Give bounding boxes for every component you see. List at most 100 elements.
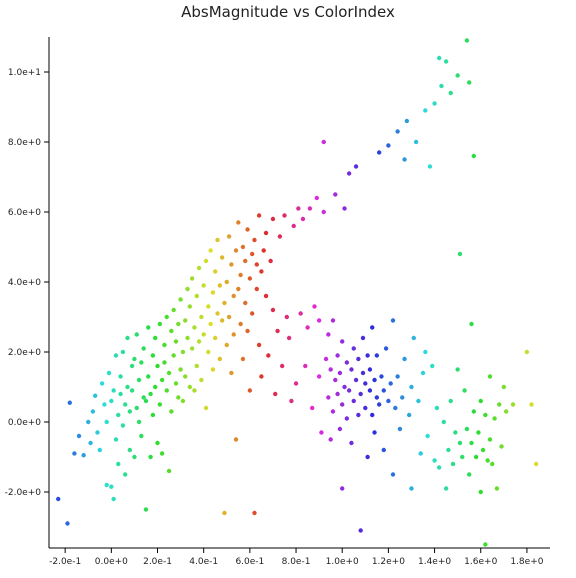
data-point xyxy=(464,38,470,43)
data-point xyxy=(219,318,225,323)
data-point xyxy=(192,325,197,330)
data-point xyxy=(166,468,172,474)
x-tick-label: 0.0e+0 xyxy=(95,557,128,567)
data-point xyxy=(217,283,223,288)
data-point xyxy=(254,262,259,267)
data-point xyxy=(471,409,477,414)
data-point xyxy=(466,80,472,85)
data-point xyxy=(286,335,292,341)
data-point xyxy=(383,346,389,351)
data-point xyxy=(446,447,451,453)
data-point xyxy=(208,248,213,253)
data-point xyxy=(249,311,255,316)
data-point xyxy=(99,381,105,386)
data-point xyxy=(268,258,273,264)
data-point xyxy=(340,402,345,407)
data-point xyxy=(162,360,167,365)
data-point xyxy=(173,381,179,386)
data-point xyxy=(203,258,209,264)
data-point xyxy=(337,370,343,376)
data-point xyxy=(67,400,72,405)
data-point xyxy=(243,300,248,306)
data-point xyxy=(492,416,497,421)
data-point xyxy=(92,393,98,398)
data-point xyxy=(423,108,428,113)
data-point xyxy=(226,234,232,239)
data-point xyxy=(471,153,477,159)
data-point xyxy=(243,258,248,264)
data-point xyxy=(104,419,109,425)
data-point xyxy=(176,321,181,327)
data-point xyxy=(448,398,453,404)
data-point xyxy=(388,381,393,386)
x-tick-label: -2.0e-1 xyxy=(49,557,81,567)
data-point xyxy=(319,430,324,435)
data-point xyxy=(136,419,142,425)
data-point xyxy=(490,461,495,467)
data-point xyxy=(473,454,479,460)
data-point xyxy=(335,353,340,358)
data-point xyxy=(303,363,308,369)
data-point xyxy=(533,461,539,467)
data-points xyxy=(56,38,539,547)
data-point xyxy=(127,409,133,414)
data-point xyxy=(263,293,269,299)
data-point xyxy=(363,381,368,386)
data-point xyxy=(393,405,398,411)
data-point xyxy=(443,59,449,64)
data-point xyxy=(196,339,202,344)
data-point xyxy=(363,405,368,411)
data-point xyxy=(162,342,167,348)
data-point xyxy=(159,377,165,383)
data-point xyxy=(164,388,169,393)
data-point xyxy=(252,237,257,243)
data-point xyxy=(245,328,250,334)
data-point xyxy=(312,304,317,309)
data-point xyxy=(480,447,486,453)
data-point xyxy=(478,398,483,404)
data-point xyxy=(157,402,163,407)
data-point xyxy=(231,332,236,337)
data-point xyxy=(173,339,179,344)
data-point xyxy=(236,220,241,225)
data-point xyxy=(113,437,119,442)
data-point xyxy=(187,384,193,390)
data-point xyxy=(501,384,507,390)
y-tick-label: 2.0e+0 xyxy=(8,348,41,358)
data-point xyxy=(330,318,336,323)
data-point xyxy=(240,356,246,362)
data-point xyxy=(150,353,156,358)
data-point xyxy=(139,360,144,365)
plot-area: -2.0e+0 0.0e+0 2.0e+0 4.0e+0 6.0e+0 8.0e+0 1.0… xyxy=(5,37,550,567)
data-point xyxy=(143,398,149,404)
data-point xyxy=(510,402,516,407)
data-point xyxy=(420,370,426,376)
data-point xyxy=(136,377,142,383)
data-point xyxy=(349,440,354,446)
data-point xyxy=(376,402,382,407)
data-point xyxy=(210,367,216,372)
y-tick-label: 8.0e+0 xyxy=(8,138,41,148)
data-point xyxy=(215,237,220,243)
data-point xyxy=(314,195,320,201)
data-point xyxy=(358,528,363,533)
data-point xyxy=(448,90,453,96)
data-point xyxy=(254,286,259,292)
data-point xyxy=(178,367,183,372)
data-point xyxy=(132,356,137,362)
data-point xyxy=(176,395,181,400)
data-point xyxy=(365,353,370,358)
data-point xyxy=(113,353,119,358)
data-point xyxy=(263,230,269,236)
data-point xyxy=(229,262,234,267)
data-point xyxy=(236,286,241,292)
data-point xyxy=(256,342,262,348)
data-point xyxy=(169,409,174,414)
data-point xyxy=(81,453,86,458)
data-point xyxy=(402,157,407,162)
data-point xyxy=(386,398,391,404)
data-point xyxy=(134,332,139,337)
data-point xyxy=(462,388,467,393)
data-point xyxy=(372,377,377,383)
data-point xyxy=(153,384,158,390)
